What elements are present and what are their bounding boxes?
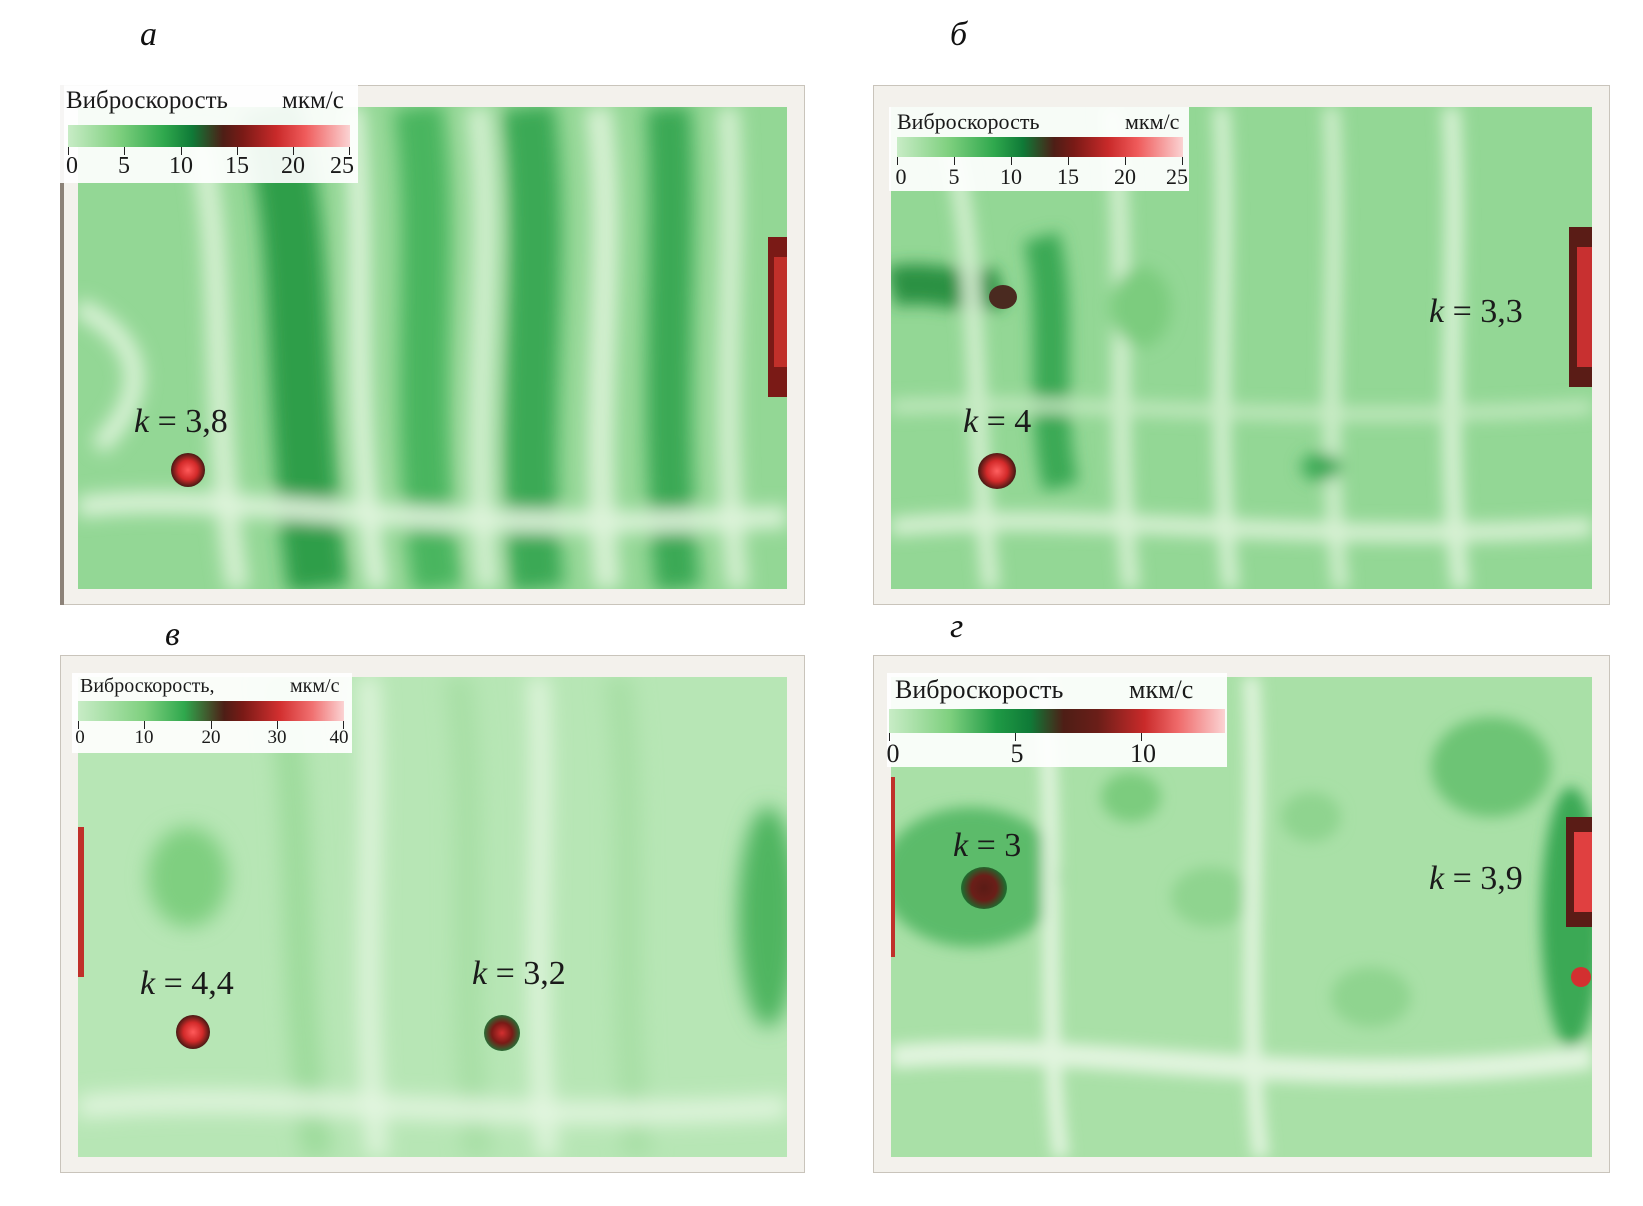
tick-label: 5 [118,153,130,179]
tick-label: 25 [1166,164,1188,189]
tick-mark [1182,157,1183,165]
panel-letter-a: а [140,16,157,53]
tick-label: 10 [134,727,154,748]
k-label: k = 3,8 [134,403,228,440]
legend-colorbar [897,137,1183,157]
tick-label: 10 [1000,164,1022,189]
legend-unit: мкм/с [282,87,344,114]
legend-unit: мкм/с [290,675,340,697]
tick-label: 0 [886,739,900,768]
k-label: k = 3,2 [472,955,566,992]
tick-label: 15 [1057,164,1079,189]
color-legend: Виброскорость мкм/с 0 5 10 [886,673,1227,768]
legend-tick-row [78,721,344,729]
k-label: k = 4 [963,403,1032,440]
tick-label: 40 [329,727,349,748]
tick-mark [293,147,294,155]
legend-unit: мкм/с [1129,675,1194,704]
vibration-map-panel-b: Виброскорость мкм/с 0 5 10 15 20 25 k = … [873,85,1610,605]
frame-edge [60,85,64,605]
tick-mark [237,147,238,155]
k-label: k = 3 [953,827,1022,864]
tick-label: 20 [281,153,305,179]
legend-colorbar [68,125,350,147]
hotspot [484,1015,520,1051]
tick-mark [954,157,955,165]
tick-mark [1141,733,1142,741]
tick-mark [349,147,350,155]
tick-mark [343,721,344,729]
tick-mark [889,733,890,741]
tick-mark [277,721,278,729]
legend-colorbar [78,701,344,721]
vibration-map-panel-v: Виброскорость, мкм/с 0 10 20 30 40 k = 4… [60,655,805,1173]
tick-label: 25 [330,153,354,179]
tick-mark [1125,157,1126,165]
tick-mark [68,147,69,155]
color-legend: Виброскорость, мкм/с 0 10 20 30 40 [72,673,352,753]
tick-label: 20 [201,727,221,748]
k-label: k = 4,4 [140,965,234,1002]
tick-mark [211,721,212,729]
legend-title: Виброскорость [66,87,228,114]
tick-label: 10 [169,153,193,179]
tick-mark [1015,733,1016,741]
color-legend: Виброскорость мкм/с 0 5 10 15 20 25 [60,85,358,183]
tick-label: 0 [66,153,78,179]
tick-mark [1068,157,1069,165]
legend-tick-row [897,157,1183,165]
legend-title: Виброскорость [897,109,1040,134]
tick-label: 0 [895,164,907,189]
vibration-map-panel-a: Виброскорость мкм/с 0 5 10 15 20 25 k = … [60,85,805,605]
tick-mark [897,157,898,165]
vibration-field [78,677,787,1157]
color-legend: Виброскорость мкм/с 0 5 10 15 20 25 [889,107,1189,191]
legend-title: Виброскорость [895,675,1064,704]
legend-tick-row [889,733,1225,741]
hotspot [978,453,1016,489]
panel-letter-g: г [950,608,964,645]
tick-label: 0 [75,727,85,748]
tick-mark [181,147,182,155]
hotspot [176,1015,210,1049]
tick-label: 5 [948,164,960,189]
hotspot [171,453,205,487]
panel-letter-b: б [950,16,968,53]
hotspot [961,867,1007,909]
tick-mark [1011,157,1012,165]
tick-label: 20 [1114,164,1136,189]
tick-label: 10 [1130,739,1156,768]
tick-label: 30 [267,727,287,748]
tick-label: 15 [225,153,249,179]
k-label: k = 3,9 [1429,860,1523,897]
legend-tick-row [68,147,350,155]
k-label: k = 3,3 [1429,293,1523,330]
vibration-field-texture [78,107,787,589]
tick-mark [124,147,125,155]
tick-mark [78,721,79,729]
legend-unit: мкм/с [1125,109,1180,134]
panel-letter-v: в [165,616,180,653]
tick-label: 5 [1010,739,1024,768]
tick-mark [144,721,145,729]
vibration-field-texture [78,677,787,1157]
vibration-field [78,107,787,589]
legend-colorbar [889,709,1225,733]
legend-title: Виброскорость, [80,675,215,697]
vibration-map-panel-g: Виброскорость мкм/с 0 5 10 k = 3 k = 3,9 [873,655,1610,1173]
